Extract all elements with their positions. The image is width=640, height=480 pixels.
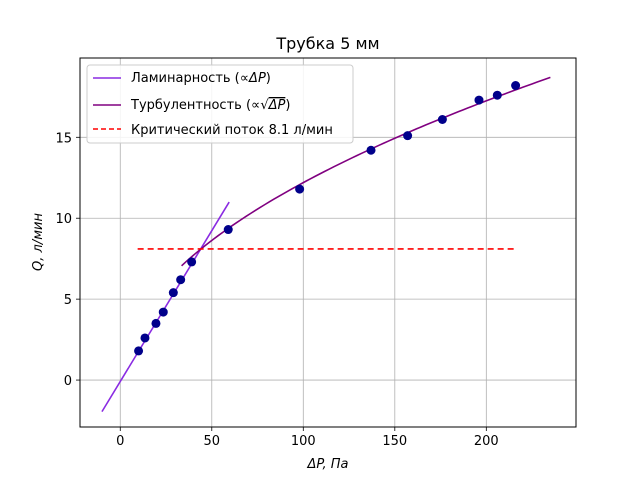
data-point [223, 225, 233, 235]
data-point [295, 184, 305, 194]
x-tick-label: 50 [204, 434, 221, 449]
data-point [176, 275, 186, 285]
chart-title: Трубка 5 мм [275, 34, 379, 53]
data-point [403, 131, 413, 141]
plot-frame [79, 57, 577, 428]
data-point [168, 288, 178, 298]
laminar-line [101, 201, 230, 413]
x-axis-label: ΔP, Па [307, 457, 349, 472]
data-point [366, 145, 376, 155]
data-point [474, 95, 484, 105]
legend: Ламинарность (∝ΔP) Турбулентность (∝√ΔP)… [86, 64, 354, 144]
data-point [158, 307, 168, 317]
data-point [511, 81, 521, 91]
data-point [437, 115, 447, 124]
data-point [134, 346, 144, 356]
legend-label-turbulent: Турбулентность (∝√ΔP) [130, 98, 290, 113]
data-points [134, 81, 521, 356]
turbulent-curve [181, 76, 551, 267]
data-point [151, 318, 161, 328]
data-point [187, 257, 197, 267]
series-layer [101, 76, 551, 413]
y-tick-label: 10 [55, 212, 72, 227]
y-axis-label: Q, л/мин [31, 213, 46, 271]
data-point [140, 333, 150, 343]
x-tick-label: 100 [291, 434, 316, 449]
legend-label-laminar: Ламинарность (∝ΔP) [131, 71, 271, 86]
x-tick-label: 0 [116, 434, 124, 449]
data-point [492, 90, 502, 100]
legend-frame [86, 64, 354, 144]
y-tick-label: 0 [64, 374, 72, 389]
axis-ticks: 0 50 100 150 200 0 5 10 15 [55, 131, 498, 449]
x-tick-label: 200 [474, 434, 499, 449]
y-tick-label: 5 [64, 293, 72, 308]
x-tick-label: 150 [382, 434, 407, 449]
y-tick-label: 15 [55, 131, 72, 146]
legend-label-critical: Критический поток 8.1 л/мин [131, 123, 333, 138]
